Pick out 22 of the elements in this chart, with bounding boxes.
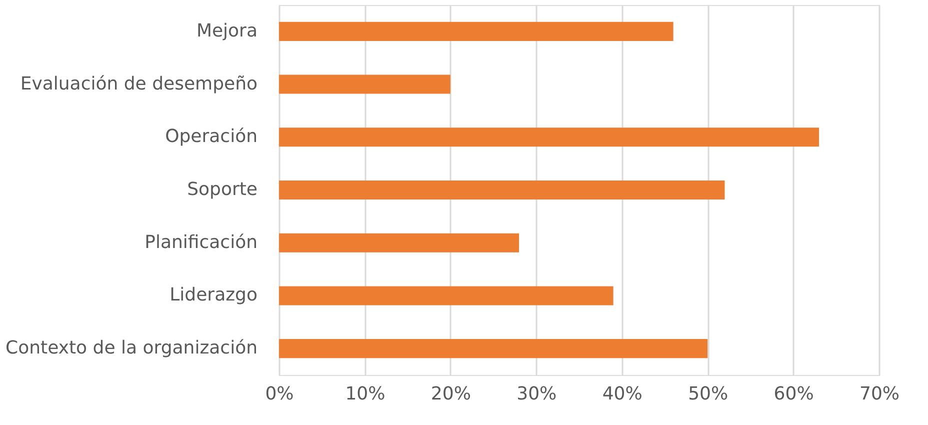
y-tick-label: Operación xyxy=(165,126,258,148)
bar xyxy=(279,233,519,252)
y-tick-label: Contexto de la organización xyxy=(6,338,258,359)
x-tick-label: 40% xyxy=(602,384,642,404)
x-tick-label: 10% xyxy=(345,384,386,404)
x-tick-label: 70% xyxy=(859,384,900,404)
x-tick-label: 0% xyxy=(265,384,294,404)
x-tick-label: 20% xyxy=(430,384,471,404)
bar xyxy=(279,128,819,147)
bar xyxy=(279,180,725,200)
x-tick-label: 50% xyxy=(688,384,728,404)
x-tick-label: 60% xyxy=(774,384,814,404)
y-tick-label: Evaluación de desempeño xyxy=(20,73,258,94)
bar xyxy=(279,286,614,306)
bar xyxy=(279,22,674,41)
bar xyxy=(279,339,708,358)
bar xyxy=(279,74,450,94)
y-tick-label: Mejora xyxy=(196,20,258,42)
y-tick-label: Soporte xyxy=(187,179,258,200)
x-tick-label: 30% xyxy=(516,384,557,404)
y-tick-label: Liderazgo xyxy=(170,284,258,306)
y-tick-label: Planificación xyxy=(144,232,258,253)
